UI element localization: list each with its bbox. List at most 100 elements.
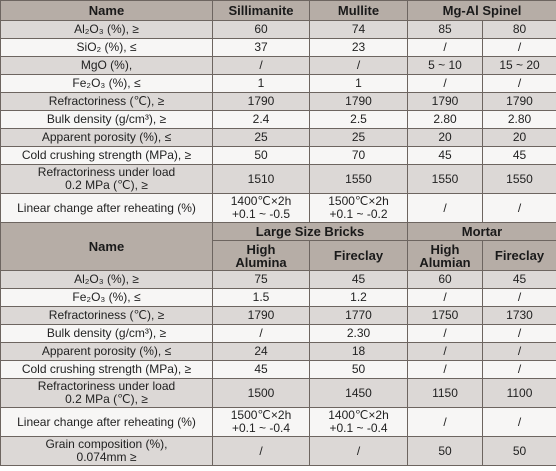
cell: 2.30 (309, 324, 408, 343)
cell: 80 (482, 20, 556, 39)
cell: / (407, 193, 483, 223)
cell: / (407, 38, 483, 57)
table-row: Refractoriness (℃), ≥1790 1770 1750 1730 (0, 306, 556, 325)
cell: 25 (212, 128, 310, 147)
cell: 45 (482, 146, 556, 165)
cell: 23 (309, 38, 408, 57)
row-label: Bulk density (g/cm³), ≥ (0, 324, 213, 343)
table-row: Linear change after reheating (%) 1400℃×2… (0, 193, 556, 223)
row-label: Grain composition (%), 0.074mm ≥ (0, 436, 213, 466)
header-cell: Name (0, 0, 213, 21)
cell: 2.5 (309, 110, 408, 129)
cell: / (482, 288, 556, 307)
cell: / (309, 56, 408, 75)
cell: 1450 (309, 378, 408, 408)
cell: / (482, 407, 556, 437)
table-row: Refractoriness under load 0.2 MPa (℃), ≥… (0, 164, 556, 194)
row-label: Refractoriness under load 0.2 MPa (℃), ≥ (0, 378, 213, 408)
cell: / (212, 324, 310, 343)
cell: / (407, 360, 483, 379)
table-row: Bulk density (g/cm³), ≥/2.30// (0, 324, 556, 343)
header-cell: Name (0, 222, 213, 271)
cell: 1790 (407, 92, 483, 111)
cell: 1 (212, 74, 310, 93)
cell: 2.4 (212, 110, 310, 129)
header-cell: High Alumina (212, 240, 310, 271)
cell: / (212, 436, 310, 466)
table-row: Bulk density (g/cm³), ≥2.4 2.5 2.80 2.80 (0, 110, 556, 129)
cell: 75 (212, 270, 310, 289)
cell: 2.80 (482, 110, 556, 129)
cell: 45 (482, 270, 556, 289)
cell: 45 (212, 360, 310, 379)
table-row: MgO (%), //5 ~ 10 15 ~ 20 (0, 56, 556, 75)
cell: 1790 (212, 92, 310, 111)
cell: 25 (309, 128, 408, 147)
cell: 70 (309, 146, 408, 165)
cell: 1510 (212, 164, 310, 194)
row-label: MgO (%), (0, 56, 213, 75)
row-label: Fe₂O₃ (%), ≤ (0, 288, 213, 307)
cell: 1.2 (309, 288, 408, 307)
cell: 50 (407, 436, 483, 466)
row-label: Linear change after reheating (%) (0, 407, 213, 437)
cell: 1790 (482, 92, 556, 111)
cell: 2.80 (407, 110, 483, 129)
cell: / (482, 193, 556, 223)
header-row: Name Sillimanite Mullite Mg-Al Spinel (0, 0, 556, 21)
cell: 1100 (482, 378, 556, 408)
cell: 1770 (309, 306, 408, 325)
table-row: Al₂O₃ (%), ≥75 45 60 45 (0, 270, 556, 289)
cell: / (407, 74, 483, 93)
cell: 1 (309, 74, 408, 93)
cell: 24 (212, 342, 310, 361)
cell: 45 (407, 146, 483, 165)
cell: 60 (407, 270, 483, 289)
cell: 18 (309, 342, 408, 361)
cell: 1730 (482, 306, 556, 325)
cell: 74 (309, 20, 408, 39)
table-row: SiO₂ (%), ≤37 23// (0, 38, 556, 57)
table-row: Apparent porosity (%), ≤24 18// (0, 342, 556, 361)
cell: / (309, 436, 408, 466)
cell: / (482, 324, 556, 343)
header-row: High Alumina Fireclay High Alumian Fireclay (1, 240, 556, 271)
header-cell: High Alumian (407, 240, 483, 271)
table-row: Fe₂O₃ (%), ≤1 1// (0, 74, 556, 93)
table-row: Refractoriness (℃), ≥1790 1790 1790 1790 (0, 92, 556, 111)
cell: / (482, 38, 556, 57)
cell: / (482, 342, 556, 361)
table-row: Al₂O₃ (%), ≥60 74 85 80 (0, 20, 556, 39)
cell: / (407, 342, 483, 361)
cell: 1550 (309, 164, 408, 194)
header-cell: Fireclay (309, 240, 408, 271)
cell: 20 (407, 128, 483, 147)
row-label: Al₂O₃ (%), ≥ (0, 270, 213, 289)
group-header: Large Size Bricks (212, 222, 408, 241)
cell: 1750 (407, 306, 483, 325)
cell: 60 (212, 20, 310, 39)
cell: / (407, 407, 483, 437)
header-cell: Mullite (309, 0, 408, 21)
group-header: Mortar (407, 222, 556, 241)
cell: / (212, 56, 310, 75)
cell: 45 (309, 270, 408, 289)
table-row: Apparent porosity (%), ≤25 25 20 20 (0, 128, 556, 147)
table-row: Cold crushing strength (MPa), ≥50 70 45 45 (0, 146, 556, 165)
cell: 1400℃×2h +0.1 ~ -0.5 (212, 193, 310, 223)
header-cell: Mg-Al Spinel (407, 0, 556, 21)
header-cell: Sillimanite (212, 0, 310, 21)
row-label: Al₂O₃ (%), ≥ (0, 20, 213, 39)
cell: 20 (482, 128, 556, 147)
cell: 50 (482, 436, 556, 466)
cell: / (407, 288, 483, 307)
cell: 50 (309, 360, 408, 379)
cell: 1500℃×2h +0.1 ~ -0.4 (212, 407, 310, 437)
table-row: Cold crushing strength (MPa), ≥45 50// (0, 360, 556, 379)
cell: 1500 (212, 378, 310, 408)
row-label: Linear change after reheating (%) (0, 193, 213, 223)
table-row: Linear change after reheating (%) 1500℃×2… (0, 407, 556, 437)
cell: / (407, 324, 483, 343)
row-label: Cold crushing strength (MPa), ≥ (0, 360, 213, 379)
table-row: Grain composition (%), 0.074mm ≥ //50 50 (0, 436, 556, 466)
